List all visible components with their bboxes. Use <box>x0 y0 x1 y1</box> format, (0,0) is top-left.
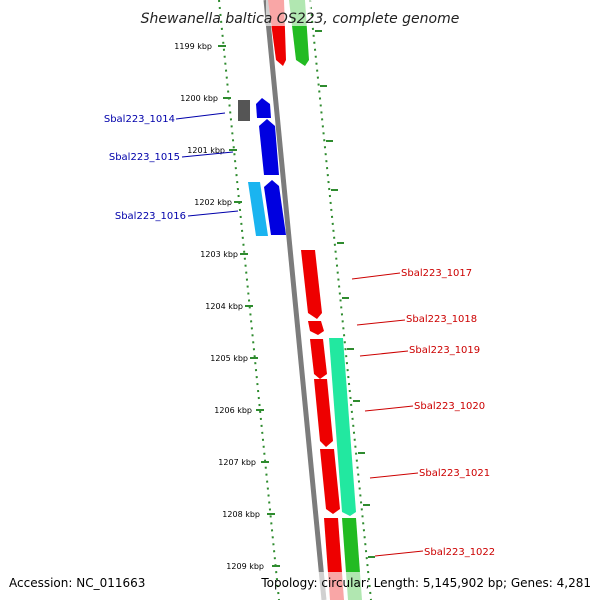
gene-gray <box>238 100 250 121</box>
gene-sbal223-1016b <box>264 180 286 235</box>
gene-sbal223-1018 <box>308 321 324 335</box>
leader-line-1017 <box>351 272 401 280</box>
gene-sbal223-1016a <box>248 182 268 236</box>
tick-label: 1209 kbp <box>226 562 264 571</box>
tick-label: 1202 kbp <box>194 198 232 207</box>
gene-sbal223-1020 <box>314 379 333 447</box>
gene-sbal223-1021 <box>320 449 340 514</box>
outer-ruler-track <box>218 0 280 600</box>
gene-sbal223-1019 <box>310 339 327 379</box>
gene-sbal223-1015 <box>259 119 279 175</box>
leader-line-1016 <box>187 210 239 217</box>
map-title: Shewanella baltica OS223, complete genom… <box>141 11 460 27</box>
gene-sbal223-1014 <box>256 98 271 118</box>
inner-ruler-track <box>309 0 372 600</box>
leader-line-1022 <box>374 550 424 557</box>
gene-label-sbal223-1021[interactable]: Sbal223_1021 <box>419 468 490 479</box>
gene-label-sbal223-1017[interactable]: Sbal223_1017 <box>401 268 472 279</box>
tick-label: 1208 kbp <box>222 510 260 519</box>
tick-label: 1206 kbp <box>214 406 252 415</box>
leader-line-1020 <box>364 405 414 412</box>
ruler-ticks <box>218 30 375 567</box>
gene-label-sbal223-1014[interactable]: Sbal223_1014 <box>104 114 175 125</box>
leader-line-1018 <box>356 319 406 326</box>
gene-sbal223-1017 <box>301 250 322 319</box>
leader-line-1014 <box>175 112 226 120</box>
tick-label: 1207 kbp <box>218 458 256 467</box>
gene-teal-band <box>329 338 356 516</box>
leader-line-1019 <box>359 350 409 357</box>
leader-line-1015 <box>181 151 234 158</box>
tick-label: 1204 kbp <box>205 302 243 311</box>
leader-line-1021 <box>369 472 419 479</box>
gene-label-sbal223-1019[interactable]: Sbal223_1019 <box>409 345 480 356</box>
gene-label-sbal223-1022[interactable]: Sbal223_1022 <box>424 547 495 558</box>
tick-label: 1203 kbp <box>200 250 238 259</box>
tick-label: 1200 kbp <box>180 94 218 103</box>
gene-label-sbal223-1015[interactable]: Sbal223_1015 <box>109 152 180 163</box>
tick-label: 1205 kbp <box>210 354 248 363</box>
accession-text: Accession: NC_011663 <box>9 576 145 590</box>
title-backdrop <box>266 0 311 26</box>
tick-label: 1199 kbp <box>174 42 212 51</box>
genome-summary-text: Topology: circular; Length: 5,145,902 bp… <box>260 576 591 590</box>
summary-backdrop <box>318 572 366 600</box>
gene-label-sbal223-1020[interactable]: Sbal223_1020 <box>414 401 485 412</box>
gene-label-sbal223-1016[interactable]: Sbal223_1016 <box>115 211 186 222</box>
genome-backbone <box>263 0 327 600</box>
tick-label: 1201 kbp <box>187 146 225 155</box>
gene-label-sbal223-1018[interactable]: Sbal223_1018 <box>406 314 477 325</box>
